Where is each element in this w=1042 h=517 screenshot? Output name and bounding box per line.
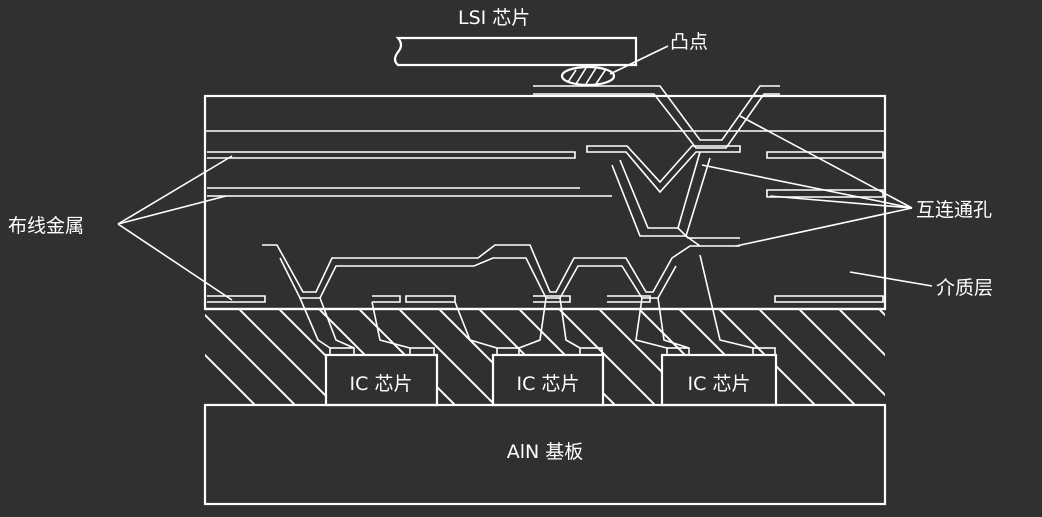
bump-label: 凸点	[670, 31, 708, 53]
ic-chip-1: IC 芯片	[324, 353, 439, 407]
wiring-metal-label: 布线金属	[8, 215, 84, 237]
dielectric-layer-label: 介质层	[936, 277, 993, 299]
ic-chip-3: IC 芯片	[660, 353, 778, 407]
ic-chip-1-label: IC 芯片	[350, 373, 413, 395]
hatched-embedding-layer	[205, 307, 885, 405]
interconnect-via-leaders	[701, 115, 913, 247]
bump: 凸点	[560, 31, 708, 87]
dielectric-layer-leader	[849, 271, 933, 287]
substrate-label: AlN 基板	[507, 441, 584, 463]
wiring-metal-traces	[207, 85, 884, 349]
ic-chip-3-label: IC 芯片	[688, 373, 751, 395]
wiring-metal-leaders	[117, 155, 233, 301]
lsi-chip: LSI 芯片	[393, 7, 638, 67]
chip-pads	[329, 347, 776, 356]
ic-chip-2-label: IC 芯片	[517, 373, 580, 395]
ic-chip-2: IC 芯片	[491, 353, 605, 407]
lsi-chip-label: LSI 芯片	[458, 7, 530, 29]
interconnect-via-label: 互连通孔	[916, 199, 992, 221]
dielectric-layer-stack	[203, 94, 887, 311]
